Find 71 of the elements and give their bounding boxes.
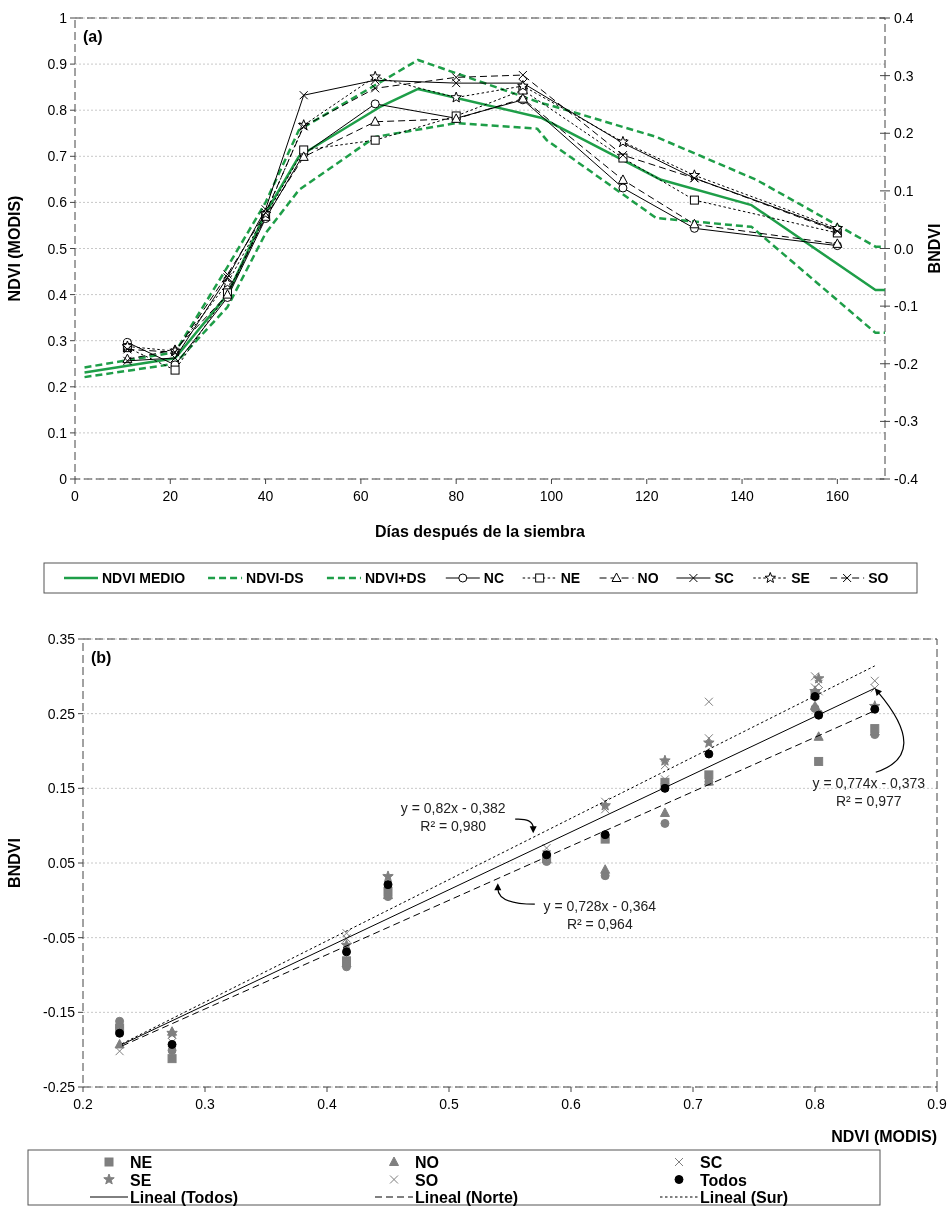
y2-tick-label: -0.3 (894, 413, 919, 430)
legend-label: SC (700, 1154, 723, 1171)
legend-label: NDVI MEDIO (102, 570, 186, 586)
legend-label: Todos (700, 1171, 747, 1189)
y-tick-label: -0.05 (43, 929, 76, 946)
x-tick-label: 40 (257, 488, 274, 504)
legend-label: Lineal (Sur) (700, 1189, 789, 1206)
x-axis-title: NDVI (MODIS) (831, 1128, 937, 1145)
annotation: y = 0,82x - 0,382 R² = 0,980 (400, 800, 506, 835)
y-tick-label: 0.8 (47, 102, 68, 119)
y-tick-label: -0.25 (43, 1079, 76, 1095)
y-tick-label: 0.15 (47, 780, 76, 797)
x-tick-label: 60 (353, 488, 369, 504)
y2-axis-title: BNDVI (926, 223, 943, 274)
x-tick-label: 120 (635, 488, 659, 504)
legend-label: NO (415, 1154, 439, 1171)
x-tick-label: 0.5 (439, 1096, 459, 1112)
legend-label: SO (868, 570, 889, 586)
legend-label: Lineal (Todos) (130, 1189, 239, 1206)
x-tick-label: 0.9 (927, 1096, 947, 1112)
y2-tick-label: -0.4 (894, 471, 919, 487)
y-tick-label: 0.1 (47, 424, 68, 441)
y-axis-title: NDVI (MODIS) (6, 195, 23, 302)
y-axis-title: BNDVI (6, 838, 23, 888)
legend-label: NDVI+DS (364, 570, 427, 586)
y2-tick-label: 0.4 (894, 10, 914, 26)
legend-label: NO (637, 570, 659, 586)
x-tick-label: 160 (825, 488, 850, 504)
x-tick-label: 0.8 (805, 1096, 825, 1112)
x-tick-label: 0.2 (73, 1096, 93, 1112)
y2-tick-label: 0.0 (894, 240, 914, 257)
y2-tick-label: 0.1 (894, 182, 914, 199)
y-tick-label: 0.6 (47, 194, 68, 211)
y2-tick-label: -0.2 (894, 355, 919, 372)
y-tick-label: 0.3 (47, 332, 68, 349)
legend-label: Lineal (Norte) (415, 1189, 519, 1206)
legend-label: SE (130, 1171, 152, 1189)
legend-label: NC (483, 570, 505, 586)
y-tick-label: 0 (59, 471, 68, 487)
x-axis-title: Días después de la siembra (375, 523, 586, 540)
y-tick-label: 0.2 (47, 378, 68, 395)
y2-tick-label: -0.1 (894, 298, 919, 315)
y-tick-label: -0.15 (43, 1004, 76, 1021)
x-tick-label: 100 (539, 488, 564, 504)
legend-label: SC (714, 570, 734, 586)
y-tick-label: 0.9 (47, 56, 68, 73)
y-tick-label: 0.4 (47, 286, 68, 303)
legend-label: SE (791, 570, 810, 586)
annotation: y = 0,774x - 0,373 R² = 0,977 (812, 775, 926, 810)
y-tick-label: 0.7 (47, 148, 68, 165)
y-tick-label: 1 (59, 10, 68, 26)
legend-label: NE (560, 570, 581, 586)
legend-label: NDVI-DS (246, 570, 304, 586)
legend-label: NE (130, 1154, 153, 1171)
text: (a) (83, 28, 103, 45)
x-tick-label: 20 (162, 488, 179, 504)
y-tick-label: 0.05 (47, 855, 76, 871)
x-tick-label: 140 (730, 488, 754, 504)
y2-tick-label: 0.2 (894, 125, 914, 142)
y2-tick-label: 0.3 (894, 67, 914, 84)
y-tick-label: 0.35 (47, 631, 76, 647)
y-tick-label: 0.25 (47, 705, 76, 722)
y-tick-label: 0.5 (47, 240, 68, 257)
x-tick-label: 0.6 (561, 1096, 581, 1112)
x-tick-label: 0.7 (683, 1096, 703, 1112)
text: (b) (91, 649, 112, 666)
x-tick-label: 0.4 (317, 1096, 337, 1112)
x-tick-label: 0.3 (195, 1096, 215, 1112)
annotation: y = 0,728x - 0,364 R² = 0,964 (543, 898, 657, 933)
legend-label: SO (415, 1171, 439, 1189)
x-tick-label: 80 (448, 488, 465, 504)
